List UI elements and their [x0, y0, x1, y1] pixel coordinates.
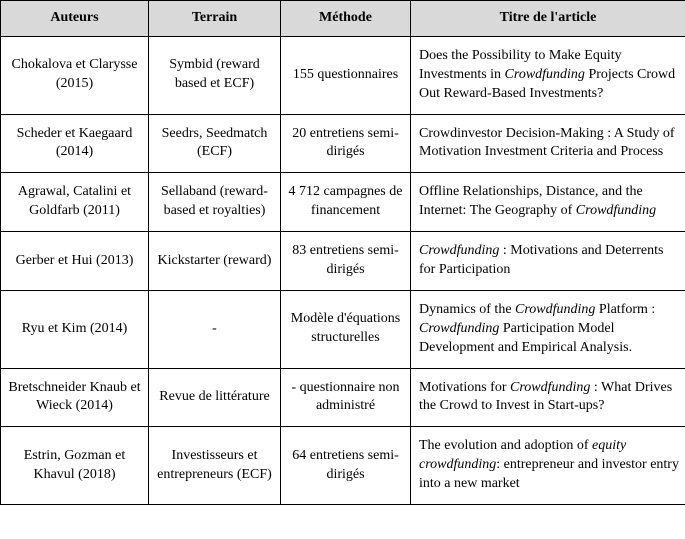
cell-titre: Dynamics of the Crowdfunding Platform : … [411, 290, 685, 368]
cell-auteurs: Gerber et Hui (2013) [1, 232, 149, 291]
cell-auteurs: Bretschneider Knaub et Wieck (2014) [1, 368, 149, 427]
col-header-terrain: Terrain [149, 1, 281, 37]
cell-auteurs: Chokalova et Clarysse (2015) [1, 36, 149, 114]
cell-methode: Modèle d'équations structurelles [281, 290, 411, 368]
table-header-row: Auteurs Terrain Méthode Titre de l'artic… [1, 1, 685, 37]
cell-auteurs: Agrawal, Catalini et Goldfarb (2011) [1, 173, 149, 232]
cell-terrain: Kickstarter (reward) [149, 232, 281, 291]
col-header-titre: Titre de l'article [411, 1, 685, 37]
cell-auteurs: Scheder et Kaegaard (2014) [1, 114, 149, 173]
literature-table: Auteurs Terrain Méthode Titre de l'artic… [0, 0, 685, 505]
cell-titre: Offline Relationships, Distance, and the… [411, 173, 685, 232]
cell-titre: Crowdfunding : Motivations and Deterrent… [411, 232, 685, 291]
table-row: Scheder et Kaegaard (2014) Seedrs, Seedm… [1, 114, 685, 173]
cell-methode: 64 entretiens semi-dirigés [281, 427, 411, 505]
cell-terrain: Revue de littérature [149, 368, 281, 427]
cell-methode: - questionnaire non administré [281, 368, 411, 427]
table-row: Chokalova et Clarysse (2015) Symbid (rew… [1, 36, 685, 114]
col-header-auteurs: Auteurs [1, 1, 149, 37]
cell-methode: 20 entretiens semi-dirigés [281, 114, 411, 173]
cell-terrain: Symbid (reward based et ECF) [149, 36, 281, 114]
cell-titre: Crowdinvestor Decision-Making : A Study … [411, 114, 685, 173]
cell-titre: The evolution and adoption of equity cro… [411, 427, 685, 505]
cell-methode: 83 entretiens semi-dirigés [281, 232, 411, 291]
col-header-methode: Méthode [281, 1, 411, 37]
cell-terrain: Investisseurs et entrepreneurs (ECF) [149, 427, 281, 505]
table-row: Estrin, Gozman et Khavul (2018) Investis… [1, 427, 685, 505]
table-row: Bretschneider Knaub et Wieck (2014) Revu… [1, 368, 685, 427]
table-row: Agrawal, Catalini et Goldfarb (2011) Sel… [1, 173, 685, 232]
table-body: Chokalova et Clarysse (2015) Symbid (rew… [1, 36, 685, 504]
cell-terrain: - [149, 290, 281, 368]
table-row: Ryu et Kim (2014) - Modèle d'équations s… [1, 290, 685, 368]
cell-methode: 155 questionnaires [281, 36, 411, 114]
cell-auteurs: Ryu et Kim (2014) [1, 290, 149, 368]
cell-terrain: Seedrs, Seedmatch (ECF) [149, 114, 281, 173]
cell-titre: Motivations for Crowdfunding : What Driv… [411, 368, 685, 427]
cell-auteurs: Estrin, Gozman et Khavul (2018) [1, 427, 149, 505]
cell-terrain: Sellaband (reward-based et royalties) [149, 173, 281, 232]
cell-titre: Does the Possibility to Make Equity Inve… [411, 36, 685, 114]
cell-methode: 4 712 campagnes de financement [281, 173, 411, 232]
table-row: Gerber et Hui (2013) Kickstarter (reward… [1, 232, 685, 291]
